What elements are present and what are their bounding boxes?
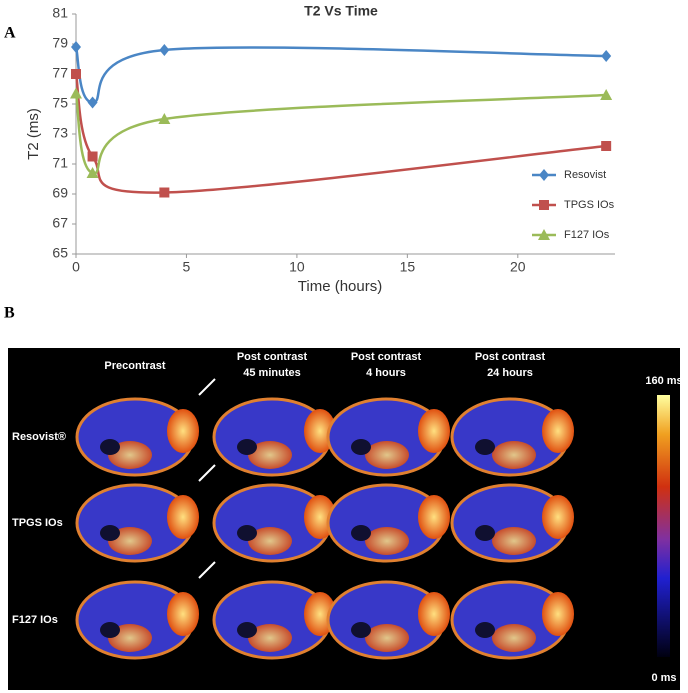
row-label: TPGS IOs (12, 517, 63, 529)
mri-organ (248, 624, 292, 652)
x-tick-label: 15 (400, 259, 416, 275)
mri-dark (475, 622, 495, 638)
mri-organ (492, 527, 536, 555)
series-line (74, 93, 607, 175)
marker (70, 87, 82, 99)
arrow (198, 378, 216, 396)
y-tick-label: 79 (52, 35, 68, 51)
marker (86, 167, 99, 178)
y-tick-label: 75 (52, 95, 68, 111)
column-header: 24 hours (487, 367, 533, 379)
legend-marker (539, 169, 549, 181)
mri-dark (237, 525, 257, 541)
x-tick-label: 5 (183, 259, 191, 275)
y-tick-label: 71 (52, 155, 68, 171)
colorbar-max: 160 ms (645, 375, 682, 387)
mri-organ (542, 409, 574, 453)
legend-label: Resovist (564, 169, 606, 181)
marker (87, 96, 98, 109)
column-header: Post contrast (475, 351, 546, 363)
x-tick-label: 20 (510, 259, 526, 275)
column-header: Post contrast (351, 351, 422, 363)
mri-organ (167, 495, 199, 539)
mri-organ (167, 592, 199, 636)
mri-dark (237, 622, 257, 638)
mri-organ (365, 624, 409, 652)
marker (158, 113, 171, 124)
mri-dark (237, 439, 257, 455)
marker (71, 69, 81, 79)
y-tick-label: 73 (52, 125, 68, 141)
arrow (198, 561, 216, 579)
row-label: F127 IOs (12, 614, 58, 626)
y-tick-label: 67 (52, 215, 68, 231)
x-tick-label: 10 (289, 259, 305, 275)
mri-organ (365, 441, 409, 469)
marker (87, 151, 98, 162)
column-header: Precontrast (104, 360, 165, 372)
colorbar (657, 395, 670, 657)
column-header: 4 hours (366, 367, 406, 379)
mri-organ (492, 624, 536, 652)
mri-organ (492, 441, 536, 469)
marker (601, 141, 612, 151)
marker (601, 50, 612, 62)
series-line (74, 73, 607, 194)
legend-marker (538, 229, 550, 240)
mri-organ (248, 441, 292, 469)
mri-organ (418, 409, 450, 453)
arrow (198, 464, 216, 482)
mri-organ (418, 592, 450, 636)
y-tick-label: 81 (52, 5, 68, 21)
mri-organ (542, 592, 574, 636)
legend-label: F127 IOs (564, 229, 610, 241)
marker (159, 187, 170, 198)
mri-dark (100, 439, 120, 455)
marker (71, 41, 81, 53)
column-header: 45 minutes (243, 367, 300, 379)
row-label: Resovist® (12, 431, 66, 443)
x-tick-label: 0 (72, 259, 80, 275)
mri-dark (351, 622, 371, 638)
panel-label: A (4, 25, 16, 42)
mri-organ (418, 495, 450, 539)
y-tick-label: 65 (52, 245, 68, 261)
legend-marker (539, 200, 549, 210)
mri-organ (542, 495, 574, 539)
column-header: Post contrast (237, 351, 308, 363)
chart-title: T2 Vs Time (304, 3, 378, 19)
mri-organ (248, 527, 292, 555)
marker (600, 89, 613, 100)
legend-label: TPGS IOs (564, 199, 615, 211)
mri-organ (365, 527, 409, 555)
mri-dark (100, 525, 120, 541)
series-line (74, 46, 607, 104)
mri-dark (351, 439, 371, 455)
panel-label: B (4, 305, 15, 322)
marker (159, 44, 170, 56)
mri-dark (100, 622, 120, 638)
colorbar-min: 0 ms (651, 672, 676, 684)
mri-organ (167, 409, 199, 453)
x-axis-title: Time (hours) (298, 278, 382, 295)
y-tick-label: 77 (52, 65, 68, 81)
y-axis-title: T2 (ms) (25, 108, 42, 160)
mri-dark (475, 525, 495, 541)
mri-dark (351, 525, 371, 541)
y-tick-label: 69 (52, 185, 68, 201)
mri-dark (475, 439, 495, 455)
